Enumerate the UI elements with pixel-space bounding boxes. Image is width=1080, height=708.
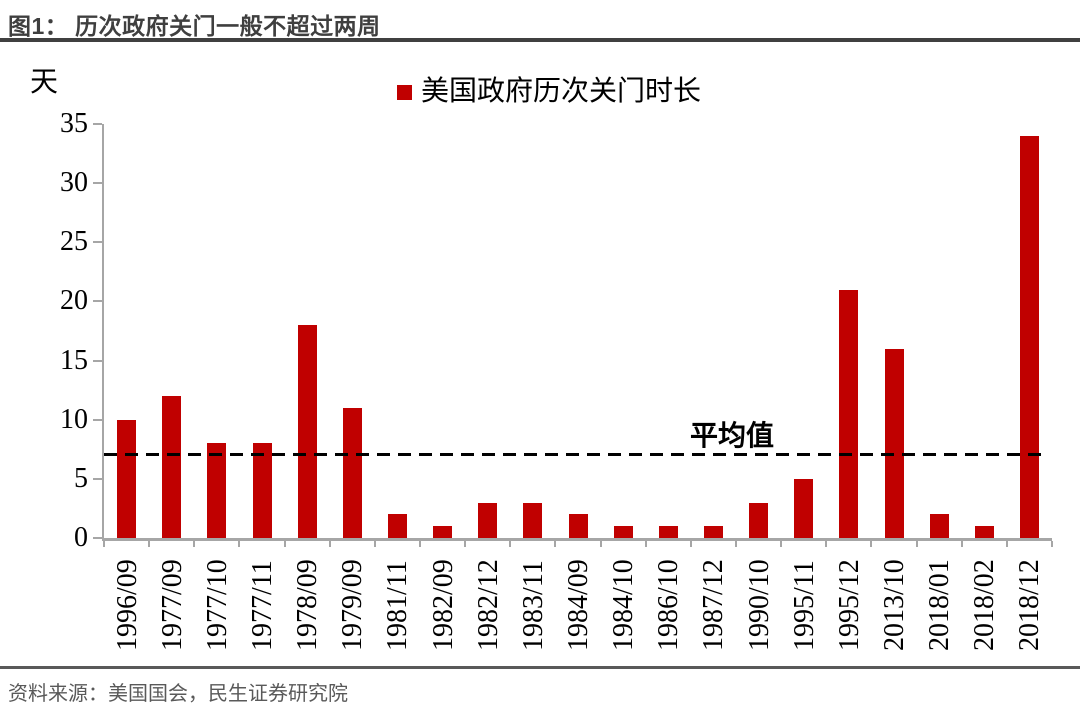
- bar: [162, 396, 182, 538]
- bar: [703, 526, 723, 538]
- y-axis-tick: [93, 477, 102, 480]
- y-axis-tick: [93, 300, 102, 303]
- title-underline: [0, 38, 1080, 42]
- bar: [658, 526, 678, 538]
- x-tick-label: 1996/09: [111, 559, 143, 651]
- bar: [929, 514, 949, 538]
- x-tick-label: 1986/10: [653, 559, 685, 651]
- bar: [974, 526, 994, 538]
- bar: [433, 526, 453, 538]
- x-axis-tick: [464, 541, 467, 547]
- y-axis-tick: [93, 418, 102, 421]
- bar: [387, 514, 407, 538]
- y-axis-tick: [93, 182, 102, 185]
- source-note: 资料来源：美国国会，民生证券研究院: [8, 683, 348, 705]
- x-axis-tick: [148, 541, 151, 547]
- bar: [342, 407, 362, 538]
- bar: [207, 443, 227, 538]
- x-axis-tick: [780, 541, 783, 547]
- y-tick-label: 25: [60, 226, 88, 258]
- y-tick-label: 15: [60, 344, 88, 376]
- x-axis-tick: [644, 541, 647, 547]
- x-axis-tick: [193, 541, 196, 547]
- x-tick-label: 1977/09: [156, 559, 188, 651]
- x-axis-tick: [1005, 541, 1008, 547]
- y-tick-label: 0: [74, 522, 88, 553]
- bar: [749, 502, 769, 538]
- legend-swatch-icon: [397, 84, 412, 100]
- x-tick-label: 1995/11: [788, 560, 820, 651]
- x-axis-tick: [1051, 541, 1053, 547]
- y-axis-tick: [93, 123, 102, 125]
- bar: [523, 502, 543, 538]
- x-tick-label: 2013/10: [879, 559, 910, 651]
- x-tick-label: 2018/12: [1014, 559, 1046, 651]
- bar: [478, 502, 498, 538]
- x-axis-line: [102, 538, 1052, 541]
- bar: [568, 514, 588, 538]
- y-axis-tick: [93, 537, 102, 539]
- x-axis-tick: [960, 541, 963, 547]
- x-axis-tick: [509, 541, 512, 547]
- x-tick-label: 1978/09: [292, 559, 324, 651]
- bar: [117, 419, 137, 538]
- y-axis-tick: [93, 241, 102, 244]
- x-axis-tick: [103, 541, 105, 547]
- x-axis-tick: [283, 541, 286, 547]
- x-tick-label: 1982/12: [472, 559, 504, 651]
- x-axis-tick: [870, 541, 873, 547]
- x-tick-label: 2018/01: [924, 559, 956, 651]
- x-tick-label: 1979/09: [337, 559, 369, 651]
- x-tick-label: 1984/10: [608, 559, 640, 651]
- y-axis-line: [102, 124, 104, 541]
- bar: [1019, 135, 1039, 538]
- x-axis-tick: [599, 541, 602, 547]
- y-tick-label: 20: [60, 285, 88, 317]
- average-dashed-line: [104, 452, 1048, 456]
- x-tick-label: 1990/10: [743, 559, 775, 651]
- x-tick-label: 1981/11: [382, 560, 414, 651]
- x-tick-label: 1995/12: [833, 559, 865, 651]
- x-tick-label: 2018/02: [969, 559, 1001, 651]
- chart-legend: 美国政府历次关门时长: [397, 76, 701, 108]
- bar: [884, 348, 904, 538]
- average-line-label: 平均值: [690, 421, 775, 452]
- bar: [297, 325, 317, 538]
- x-axis-tick: [689, 541, 692, 547]
- bar: [252, 443, 272, 538]
- bar: [794, 478, 814, 538]
- y-tick-label: 30: [60, 167, 88, 199]
- plot-area: 平均值 0 5 10 15 20 25 30 35 1996/09 1977/09 1977/10 1…: [60, 108, 1053, 651]
- x-tick-label: 1977/11: [247, 560, 278, 651]
- bar: [613, 526, 633, 538]
- bar: [839, 289, 859, 538]
- x-axis-tick: [238, 541, 241, 547]
- x-tick-label: 1977/10: [201, 559, 233, 651]
- x-axis-tick: [373, 541, 376, 547]
- x-tick-label: 1983/11: [517, 560, 549, 651]
- figure-title: 图1： 历次政府关门一般不超过两周: [8, 13, 381, 39]
- y-tick-label: 35: [60, 108, 88, 139]
- footer-divider: [0, 666, 1080, 669]
- y-axis-unit-label: 天: [30, 67, 59, 98]
- y-axis-tick: [93, 359, 102, 362]
- x-axis-tick: [328, 541, 331, 547]
- x-tick-label: 1982/09: [427, 559, 459, 651]
- y-tick-label: 5: [74, 462, 88, 494]
- x-axis-tick: [735, 541, 737, 547]
- legend-label: 美国政府历次关门时长: [421, 76, 702, 107]
- x-axis-tick: [419, 541, 421, 547]
- x-axis-tick: [554, 541, 557, 547]
- y-tick-label: 10: [60, 403, 88, 435]
- x-tick-label: 1984/09: [563, 559, 594, 651]
- x-tick-label: 1987/12: [698, 559, 730, 651]
- x-axis-tick: [825, 541, 828, 547]
- x-axis-tick: [915, 541, 918, 547]
